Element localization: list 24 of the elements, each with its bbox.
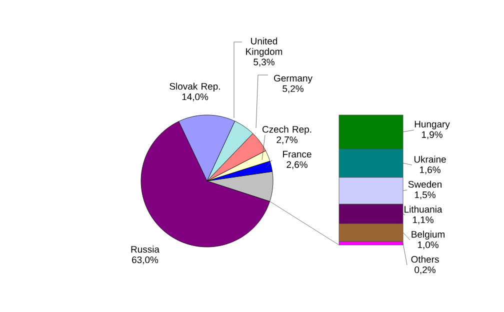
- series-label: Sweden: [408, 180, 442, 188]
- series-label: Belgium: [412, 230, 444, 240]
- slice-label: Russia: [131, 246, 160, 253]
- data-label: 1,1%: [412, 216, 434, 224]
- series-label: Hungary: [414, 120, 450, 130]
- data-label: 1,0%: [418, 241, 438, 250]
- data-label: 2,7%: [276, 136, 298, 144]
- series-label: Others: [411, 256, 439, 263]
- data-label: 63,0%: [132, 256, 158, 264]
- slice-label: Czech Rep.: [262, 126, 312, 135]
- data-label: 5,3%: [254, 58, 274, 66]
- data-label: 1,5%: [414, 191, 436, 200]
- data-label: 1,9%: [422, 131, 442, 140]
- slice-label: France: [283, 150, 312, 158]
- data-label: 0,2%: [414, 266, 436, 274]
- data-label: 2,6%: [286, 161, 308, 170]
- slice-label: United Kingdom: [246, 38, 282, 57]
- series-label: Ukraine: [414, 156, 446, 163]
- slice-label: Germany: [274, 74, 312, 84]
- series-label: Lithuania: [404, 206, 442, 213]
- slice-label: Slovak Rep.: [170, 82, 220, 92]
- data-label: 14,0%: [182, 93, 208, 102]
- data-label: 1,6%: [420, 166, 440, 174]
- data-label: 5,2%: [282, 85, 304, 94]
